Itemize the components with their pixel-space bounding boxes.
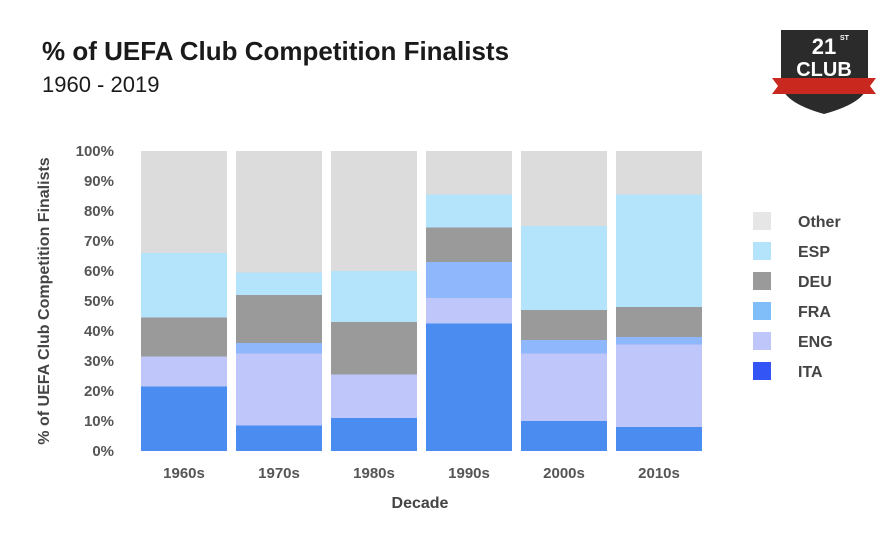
bar-segment-ita-1990s [426, 323, 512, 451]
legend-swatch-ita [753, 362, 771, 380]
bar-segment-deu-1980s [331, 322, 417, 375]
legend-swatch-eng [753, 332, 771, 350]
bar-segment-eng-2010s [616, 344, 702, 427]
y-tick-label: 60% [84, 263, 114, 280]
bar-segment-esp-1960s [141, 253, 227, 318]
bar-segment-fra-1990s [426, 262, 512, 298]
bar-segment-deu-2000s [521, 310, 607, 340]
x-tick-label: 1960s [163, 465, 205, 482]
bar-segment-other-1960s [141, 151, 227, 253]
y-tick-label: 50% [84, 293, 114, 310]
bar-segment-ita-1960s [141, 386, 227, 451]
y-tick-label: 20% [84, 383, 114, 400]
logo-superscript: ST [840, 35, 850, 42]
x-tick-label: 2000s [543, 465, 585, 482]
legend-swatch-other [753, 212, 771, 230]
legend-label-ita: ITA [798, 364, 823, 381]
bar-segment-esp-2000s [521, 226, 607, 310]
bar-segment-esp-2010s [616, 194, 702, 307]
chart-subtitle: 1960 - 2019 [42, 72, 160, 97]
bar-segment-ita-1980s [331, 418, 417, 451]
bar-segment-eng-1960s [141, 356, 227, 387]
bar-segment-ita-2000s [521, 421, 607, 451]
bar-segment-other-1990s [426, 151, 512, 195]
bar-segment-other-1970s [236, 151, 322, 273]
y-tick-label: 30% [84, 353, 114, 370]
bar-segment-eng-1990s [426, 298, 512, 324]
bar-segment-eng-2000s [521, 353, 607, 421]
y-tick-label: 10% [84, 413, 114, 430]
bar-segment-eng-1970s [236, 353, 322, 426]
legend-label-eng: ENG [798, 334, 833, 351]
y-axis-title: % of UEFA Club Competition Finalists [36, 157, 53, 445]
bars-group [141, 151, 702, 451]
club-logo: 21 ST CLUB [772, 30, 876, 114]
legend-label-esp: ESP [798, 244, 830, 261]
x-tick-label: 1990s [448, 465, 490, 482]
y-tick-label: 80% [84, 203, 114, 220]
legend-swatch-fra [753, 302, 771, 320]
legend-label-other: Other [798, 214, 841, 231]
x-axis-title: Decade [392, 495, 449, 512]
legend-swatch-esp [753, 242, 771, 260]
bar-segment-esp-1980s [331, 271, 417, 322]
bar-segment-deu-1990s [426, 227, 512, 262]
bar-segment-esp-1970s [236, 272, 322, 295]
bar-segment-deu-1970s [236, 295, 322, 343]
bar-segment-deu-1960s [141, 317, 227, 357]
logo-number: 21 [812, 34, 836, 59]
bar-segment-fra-2010s [616, 337, 702, 345]
y-tick-label: 90% [84, 173, 114, 190]
bar-segment-other-2010s [616, 151, 702, 195]
legend-label-deu: DEU [798, 274, 832, 291]
x-tick-label: 1970s [258, 465, 300, 482]
bar-segment-ita-2010s [616, 427, 702, 451]
logo-ribbon [772, 78, 876, 94]
bar-segment-fra-2000s [521, 340, 607, 354]
bar-segment-fra-1970s [236, 343, 322, 354]
bar-segment-other-2000s [521, 151, 607, 226]
legend-swatch-deu [753, 272, 771, 290]
y-tick-label: 70% [84, 233, 114, 250]
x-tick-label: 2010s [638, 465, 680, 482]
y-tick-label: 0% [92, 443, 114, 460]
x-tick-label: 1980s [353, 465, 395, 482]
y-axis-ticks: 0% 10% 20% 30% 40% 50% 60% 70% 80% 90% 100% [76, 143, 114, 460]
bar-segment-esp-1990s [426, 194, 512, 228]
bar-segment-ita-1970s [236, 425, 322, 451]
y-tick-label: 100% [76, 143, 114, 160]
x-axis-ticks: 1960s 1970s 1980s 1990s 2000s 2010s [163, 465, 680, 482]
bar-segment-other-1980s [331, 151, 417, 271]
legend: Other ESP DEU FRA ENG ITA [753, 212, 841, 381]
legend-label-fra: FRA [798, 304, 831, 321]
logo-word: CLUB [796, 59, 852, 81]
bar-segment-eng-1980s [331, 374, 417, 418]
chart-title: % of UEFA Club Competition Finalists [42, 36, 510, 66]
y-tick-label: 40% [84, 323, 114, 340]
bar-segment-deu-2010s [616, 307, 702, 337]
